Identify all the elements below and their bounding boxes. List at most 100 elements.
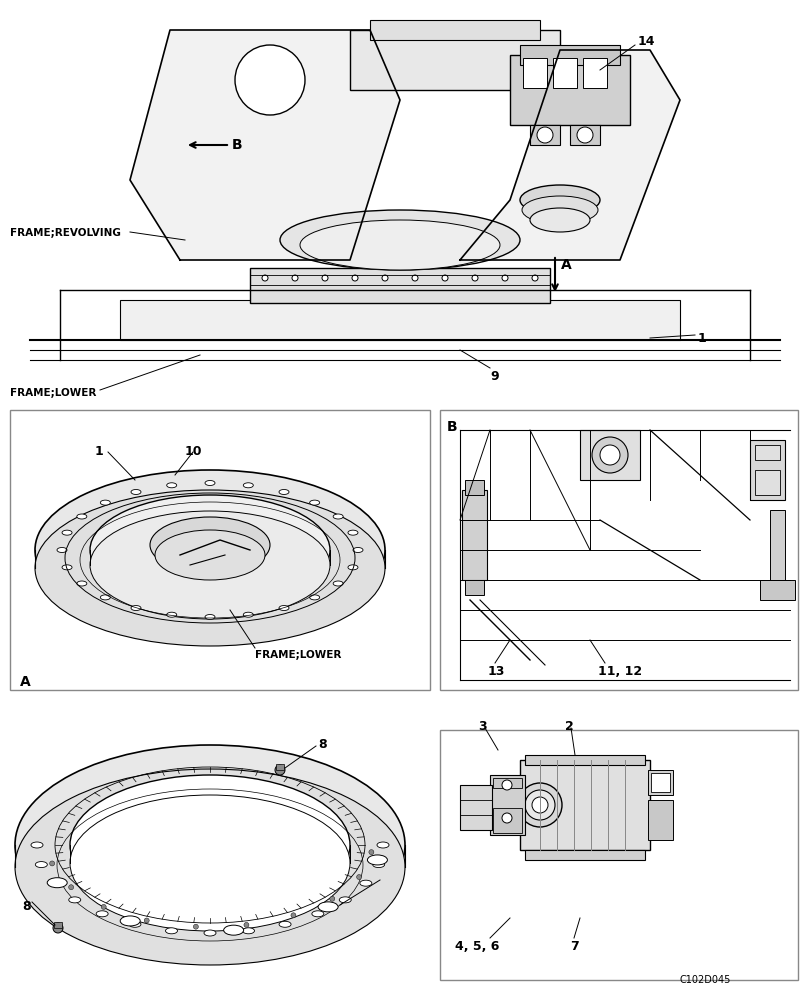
Ellipse shape	[166, 928, 178, 934]
Bar	[54, 922, 62, 928]
Ellipse shape	[360, 880, 372, 886]
Text: 4, 5, 6: 4, 5, 6	[455, 940, 499, 953]
Ellipse shape	[100, 500, 111, 505]
Ellipse shape	[372, 862, 385, 868]
Ellipse shape	[155, 530, 265, 580]
Ellipse shape	[70, 775, 350, 915]
Circle shape	[472, 275, 478, 281]
Ellipse shape	[368, 855, 387, 865]
Text: 8: 8	[318, 738, 326, 751]
Bar	[440, 730, 798, 980]
Ellipse shape	[15, 769, 405, 965]
Ellipse shape	[69, 897, 81, 903]
Bar	[648, 770, 673, 795]
Bar	[651, 773, 670, 792]
Bar	[460, 785, 492, 830]
Text: 1: 1	[95, 445, 103, 458]
Ellipse shape	[530, 208, 590, 232]
Ellipse shape	[348, 565, 358, 570]
Circle shape	[525, 790, 555, 820]
Ellipse shape	[348, 530, 358, 535]
Ellipse shape	[31, 842, 43, 848]
Bar	[770, 510, 785, 580]
Ellipse shape	[280, 210, 520, 270]
Bar	[120, 300, 680, 340]
Ellipse shape	[312, 911, 324, 917]
Circle shape	[330, 896, 335, 901]
Bar	[250, 268, 550, 303]
Bar	[493, 808, 522, 833]
Ellipse shape	[224, 925, 244, 935]
Ellipse shape	[520, 185, 600, 215]
Ellipse shape	[166, 612, 177, 617]
Text: 13: 13	[488, 665, 505, 678]
Circle shape	[291, 913, 296, 918]
Ellipse shape	[279, 921, 291, 927]
Ellipse shape	[318, 902, 338, 912]
Ellipse shape	[333, 514, 343, 519]
Circle shape	[275, 765, 285, 775]
Circle shape	[502, 813, 512, 823]
Ellipse shape	[309, 500, 320, 505]
Ellipse shape	[131, 606, 141, 611]
Bar	[520, 45, 620, 65]
Ellipse shape	[35, 490, 385, 646]
Bar	[523, 58, 547, 88]
Ellipse shape	[35, 470, 385, 630]
Circle shape	[502, 780, 512, 790]
Polygon shape	[460, 50, 680, 260]
Text: 2: 2	[565, 720, 574, 733]
Text: 10: 10	[185, 445, 203, 458]
Ellipse shape	[90, 511, 330, 619]
Bar	[530, 125, 560, 145]
Bar	[10, 410, 430, 690]
Circle shape	[518, 783, 562, 827]
Ellipse shape	[48, 880, 60, 886]
Circle shape	[577, 127, 593, 143]
Circle shape	[369, 850, 374, 855]
Ellipse shape	[100, 595, 111, 600]
Bar	[370, 20, 540, 40]
Circle shape	[600, 445, 620, 465]
Ellipse shape	[309, 595, 320, 600]
Text: 8: 8	[22, 900, 31, 913]
Ellipse shape	[77, 514, 86, 519]
Bar	[755, 445, 780, 460]
Ellipse shape	[129, 921, 141, 927]
Bar	[520, 760, 650, 850]
Text: A: A	[561, 258, 572, 272]
Ellipse shape	[243, 612, 253, 617]
Ellipse shape	[243, 483, 253, 488]
Text: A: A	[20, 675, 31, 689]
Ellipse shape	[377, 842, 389, 848]
Bar	[490, 775, 525, 835]
Circle shape	[262, 275, 268, 281]
Text: FRAME;REVOLVING: FRAME;REVOLVING	[10, 228, 121, 238]
Ellipse shape	[57, 548, 67, 552]
Bar	[583, 58, 607, 88]
Ellipse shape	[205, 614, 215, 619]
Bar	[465, 480, 484, 495]
Ellipse shape	[242, 928, 255, 934]
Circle shape	[412, 275, 418, 281]
Bar	[440, 410, 798, 690]
Bar	[350, 30, 560, 90]
Ellipse shape	[62, 565, 72, 570]
Circle shape	[53, 923, 63, 933]
Circle shape	[502, 275, 508, 281]
Circle shape	[193, 924, 199, 929]
Bar	[525, 850, 645, 860]
Text: B: B	[447, 420, 457, 434]
Circle shape	[592, 437, 628, 473]
Ellipse shape	[120, 916, 141, 926]
Ellipse shape	[150, 517, 270, 573]
Polygon shape	[130, 30, 400, 260]
Text: 9: 9	[490, 370, 499, 383]
Ellipse shape	[279, 606, 289, 611]
Bar	[493, 778, 522, 788]
Ellipse shape	[36, 862, 48, 868]
Circle shape	[537, 127, 553, 143]
Circle shape	[442, 275, 448, 281]
Ellipse shape	[339, 897, 351, 903]
Circle shape	[322, 275, 328, 281]
